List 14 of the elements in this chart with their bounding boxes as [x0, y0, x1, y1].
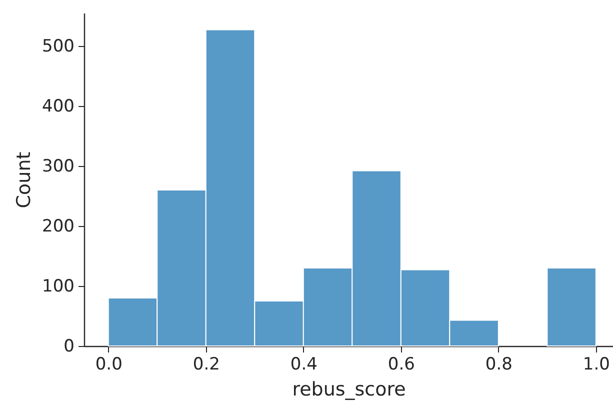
y-tick-label: 0 [64, 336, 74, 356]
x-tick-label: 0.0 [95, 354, 122, 374]
y-tick-label: 200 [42, 216, 74, 236]
y-tick-label: 500 [42, 36, 74, 56]
y-tick-label: 300 [42, 156, 74, 176]
x-tick-label: 0.8 [485, 354, 512, 374]
y-tick-label: 100 [42, 276, 74, 296]
x-tick-label: 0.2 [192, 354, 220, 374]
y-tick-label: 400 [42, 96, 74, 116]
x-tick-label: 1.0 [582, 354, 610, 374]
x-tick-label: 0.4 [290, 354, 318, 374]
x-axis-title: rebus_score [292, 378, 406, 400]
x-tick-label: 0.6 [388, 354, 415, 374]
y-axis-title: Count [13, 152, 36, 208]
